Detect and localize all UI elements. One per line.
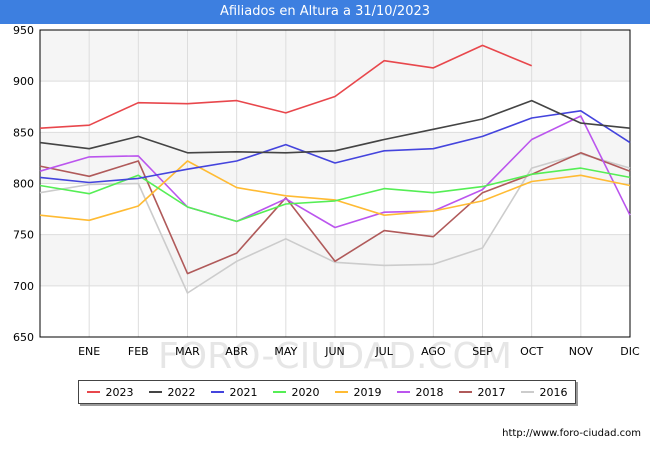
source-url: http://www.foro-ciudad.com [502, 428, 641, 439]
legend-swatch [458, 391, 472, 393]
legend-label: 2022 [167, 385, 196, 399]
series-line-2023 [39, 44, 533, 129]
plot-frame [39, 29, 631, 338]
series-line-2016 [39, 153, 631, 294]
y-tick-label: 900 [13, 75, 34, 88]
y-tick-label: 650 [13, 331, 34, 344]
y-tick-label: 750 [13, 229, 34, 242]
x-tick-label: NOV [569, 345, 594, 358]
legend-swatch [210, 391, 224, 393]
legend-swatch [520, 391, 534, 393]
legend-label: 2023 [105, 385, 134, 399]
legend-item-2021: 2021 [210, 385, 258, 399]
legend-item-2023: 2023 [86, 385, 134, 399]
chart-title: Afiliados en Altura a 31/10/2023 [0, 0, 650, 24]
x-tick-label: JUL [374, 345, 393, 358]
x-tick-label: OCT [520, 345, 543, 358]
watermark-text: FORO-CIUDAD.COM [158, 336, 512, 377]
legend-item-2017: 2017 [458, 385, 506, 399]
series-line-2020 [39, 167, 631, 223]
series-line-2018 [39, 115, 631, 229]
legend-swatch [272, 391, 286, 393]
legend-item-2022: 2022 [148, 385, 196, 399]
x-tick-label: ABR [225, 345, 248, 358]
legend-swatch [86, 391, 100, 393]
legend-swatch [334, 391, 348, 393]
legend-swatch [148, 391, 162, 393]
legend-item-2018: 2018 [396, 385, 444, 399]
legend-label: 2018 [415, 385, 444, 399]
legend-label: 2020 [291, 385, 320, 399]
legend-label: 2019 [353, 385, 382, 399]
y-tick-label: 700 [13, 280, 34, 293]
x-tick-label: ENE [78, 345, 100, 358]
x-axis: ENE FEB MAR ABR MAY JUN JUL AGO SEP OCT NOV DIC [78, 345, 640, 358]
series-lines [39, 44, 631, 294]
y-tick-label: 950 [13, 24, 34, 37]
legend-label: 2017 [477, 385, 506, 399]
y-axis: 650 700 750 800 850 900 950 [13, 24, 34, 344]
series-line-2022 [39, 99, 631, 154]
series-line-2021 [39, 110, 631, 184]
legend: 2023 2022 2021 2020 2019 2018 2017 2016 [78, 380, 576, 404]
legend-item-2016: 2016 [520, 385, 568, 399]
x-tick-label: AGO [421, 345, 446, 358]
legend-swatch [396, 391, 410, 393]
series-line-2019 [39, 160, 631, 222]
legend-label: 2021 [229, 385, 258, 399]
legend-item-2019: 2019 [334, 385, 382, 399]
x-tick-label: DIC [620, 345, 640, 358]
y-tick-label: 800 [13, 178, 34, 191]
x-tick-label: MAY [274, 345, 297, 358]
legend-label: 2016 [539, 385, 568, 399]
y-tick-label: 850 [13, 126, 34, 139]
x-tick-label: SEP [472, 345, 493, 358]
x-tick-label: JUN [324, 345, 345, 358]
x-tick-label: MAR [175, 345, 200, 358]
legend-item-2020: 2020 [272, 385, 320, 399]
x-tick-label: FEB [128, 345, 149, 358]
